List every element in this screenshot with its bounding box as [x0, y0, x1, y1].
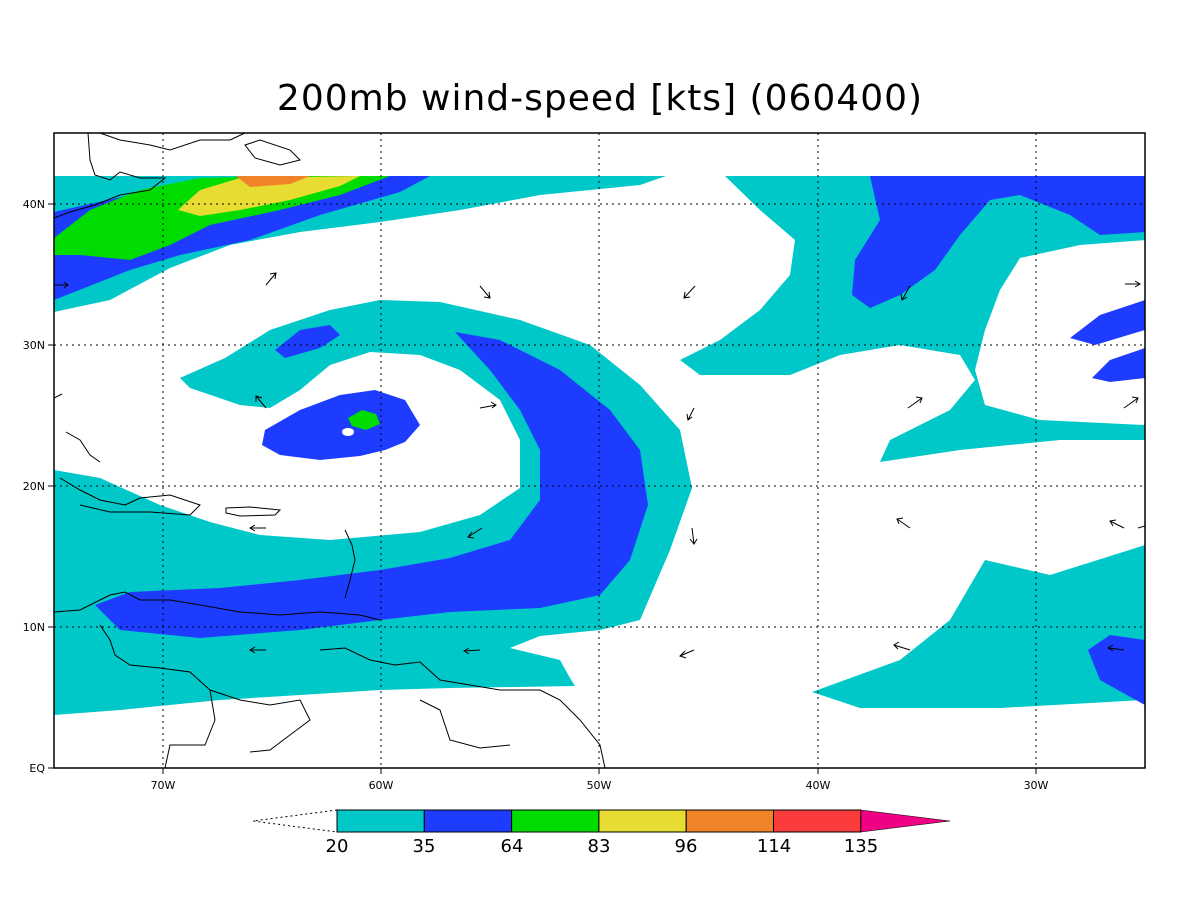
map-title: 200mb wind-speed [kts] (060400) [276, 78, 924, 119]
colorbar: 20 35 64 83 96 114 135 [252, 809, 951, 857]
colorbar-swatch [511, 809, 600, 833]
x-tick-label: 70W [151, 779, 176, 792]
colorbar-label: 83 [588, 836, 611, 857]
contour-35kt [1088, 635, 1145, 705]
x-tick-label: 40W [806, 779, 831, 792]
contour-35kt [275, 325, 340, 358]
colorbar-swatch [685, 809, 775, 833]
y-tick-label: 30N [23, 339, 45, 352]
contour-35kt [852, 176, 1145, 308]
contour-64kt [54, 176, 390, 260]
x-tick-label: 50W [587, 779, 612, 792]
y-tick-label: 10N [23, 621, 45, 634]
colorbar-label: 35 [413, 836, 436, 857]
y-tick-label: 40N [23, 198, 45, 211]
coastlines [54, 133, 606, 768]
colorbar-high-triangle [860, 809, 951, 833]
colorbar-label: 114 [757, 836, 791, 857]
x-tick-label: 30W [1024, 779, 1049, 792]
colorbar-swatch [773, 809, 862, 833]
contour-35kt [1092, 348, 1145, 382]
y-tick-label: EQ [29, 762, 45, 775]
contour-83kt [178, 176, 360, 216]
wind-arrows [54, 272, 1145, 659]
eye-spot [342, 428, 354, 436]
colorbar-label: 135 [844, 836, 878, 857]
contour-35kt [1070, 300, 1145, 345]
contour-35kt [262, 390, 420, 460]
colorbar-swatch [598, 809, 687, 833]
x-tick-label: 60W [369, 779, 394, 792]
contour-fills [54, 133, 1145, 768]
colorbar-swatch [423, 809, 513, 833]
contour-64kt [348, 410, 380, 430]
contour-96kt [236, 176, 310, 187]
colorbar-label: 64 [501, 836, 524, 857]
contour-20kt [680, 176, 1145, 708]
y-tick-label: 20N [23, 480, 45, 493]
colorbar-label: 96 [675, 836, 698, 857]
gridlines [54, 133, 1145, 768]
colorbar-swatch [336, 809, 425, 833]
colorbar-low-triangle [252, 809, 338, 833]
colorbar-label: 20 [326, 836, 349, 857]
contour-35kt [95, 332, 648, 638]
tick-marks [48, 203, 1037, 774]
